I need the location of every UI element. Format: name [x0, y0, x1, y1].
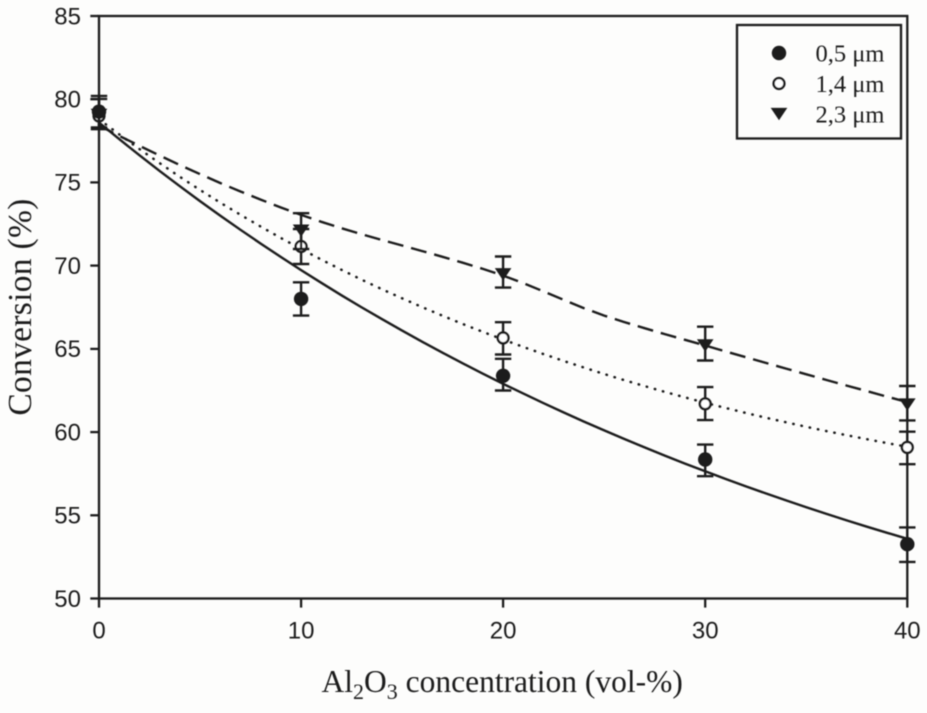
svg-text:0: 0: [92, 618, 105, 645]
svg-text:70: 70: [54, 253, 81, 280]
svg-text:65: 65: [54, 336, 81, 363]
svg-text:50: 50: [54, 586, 81, 613]
svg-text:10: 10: [288, 618, 315, 645]
svg-text:55: 55: [54, 503, 81, 530]
svg-text:1,4 μm: 1,4 μm: [816, 71, 885, 98]
svg-text:2,3 μm: 2,3 μm: [816, 101, 885, 128]
svg-text:Conversion (%): Conversion (%): [2, 198, 39, 415]
svg-text:20: 20: [490, 618, 517, 645]
svg-text:40: 40: [894, 618, 921, 645]
svg-text:0,5 μm: 0,5 μm: [816, 40, 885, 67]
svg-text:80: 80: [54, 87, 81, 114]
svg-text:75: 75: [54, 170, 81, 197]
svg-text:Al2O3 concentration (vol-%): Al2O3 concentration (vol-%): [322, 664, 683, 704]
svg-text:60: 60: [54, 419, 81, 446]
svg-text:30: 30: [692, 618, 719, 645]
svg-text:85: 85: [54, 3, 81, 30]
